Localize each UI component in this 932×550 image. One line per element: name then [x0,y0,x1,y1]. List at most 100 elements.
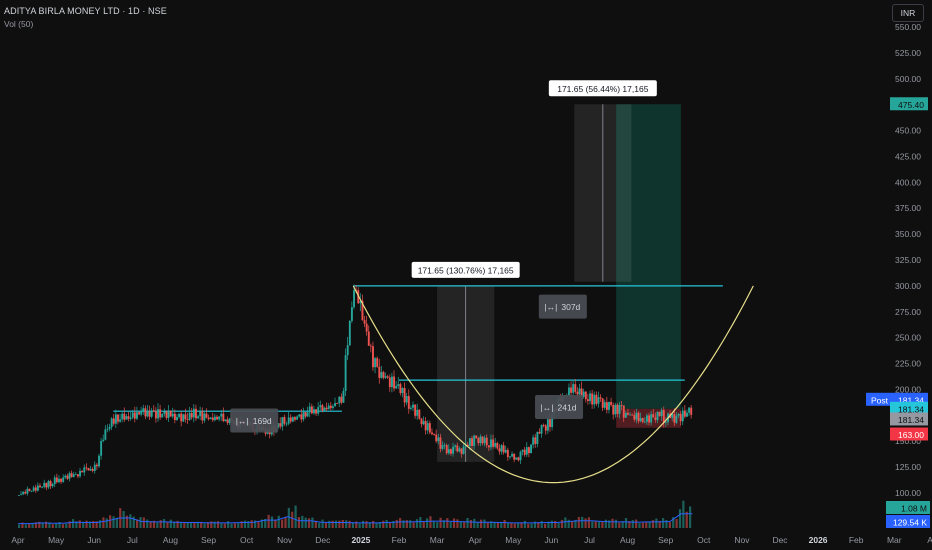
volume-bar [112,516,115,528]
candle-body [306,412,309,417]
candle-body [506,449,509,458]
candle-body [397,384,400,386]
volume-bar [517,522,520,528]
candle-body [207,417,210,420]
candle-body [589,393,592,402]
volume-bar [527,523,530,528]
candle-body [450,449,452,454]
volume-bar [388,522,392,528]
candle-body [43,482,46,487]
candle-body [28,488,31,492]
volume-bar [631,520,634,528]
candle-body [629,414,632,416]
volume-bar [557,523,560,528]
volume-bar [213,521,216,528]
candle-body [209,417,212,420]
volume-bar [139,517,142,528]
volume-bar [635,519,638,528]
candle-body [435,434,438,442]
candle-body [300,414,303,420]
candle-body [62,477,65,482]
candle-body [473,435,476,446]
x-tick-label: 2026 [809,535,828,545]
candle-body [110,418,113,427]
candle-body [119,419,122,422]
candle-body [45,482,48,488]
candle-body [171,413,174,417]
candle-body [654,417,657,421]
volume-bar [476,522,479,528]
range-icon: |↔| [236,416,249,426]
volume-bar [98,520,102,528]
candle-body [298,414,301,417]
candle-body [173,413,176,421]
volume-bar [21,522,24,528]
candle-body [138,412,141,415]
candle-body [601,398,604,408]
candle-body [294,417,296,420]
y-tick-label: 425.00 [895,151,921,161]
volume-bar [422,520,425,528]
day-count-bg [538,294,587,319]
x-tick-label: Apr [469,535,482,545]
candle-body [127,416,130,419]
price-badge-value: 181.34 [898,395,924,405]
x-tick-label: Sep [658,535,673,545]
candle-body [498,448,501,452]
volume-bar [348,520,351,528]
volume-badge-bg [886,515,930,528]
volume-bar [496,522,500,528]
measure-label: 171.65 (130.76%) 17,165 [411,261,520,278]
volume-indicator-label[interactable]: Vol (50) [4,19,34,29]
y-tick-label: 300.00 [895,281,921,291]
candle-body [530,444,532,454]
volume-bar [95,521,98,528]
y-tick-label: 375.00 [895,203,921,213]
volume-bar [247,521,250,528]
candle-body [648,415,651,423]
candle-body [68,473,71,479]
volume-bar [587,517,591,528]
candle-body [443,445,446,446]
candle-body [578,388,581,395]
candle-body [525,447,528,455]
candle-body [441,445,444,449]
price-badge: 181.34 [890,401,928,415]
candle-body [310,406,313,414]
candle-body [485,437,488,446]
candle-body [369,345,372,347]
candle-body [388,377,391,388]
currency-button[interactable]: INR [892,4,924,22]
x-tick-label: Oct [697,535,711,545]
candle-body [98,455,100,467]
candle-body [319,405,322,408]
candle-body [572,384,575,393]
volume-bar [591,521,594,528]
volume-bar [452,518,456,528]
candle-body [228,418,231,424]
volume-bar [267,514,270,528]
candle-body [136,412,138,419]
candle-body [321,405,324,411]
candle-body [363,320,366,324]
candle-body [304,412,307,417]
candle-body [458,448,461,452]
y-tick-label: 100.00 [895,488,921,498]
volume-bar [392,521,395,528]
candle-body [481,436,484,444]
candle-body [26,488,29,494]
candle-body [418,409,421,419]
volume-bar [479,519,483,528]
candle-body [509,456,511,458]
candle-body [199,411,202,417]
volume-bar [530,523,533,528]
candle-body [511,453,514,457]
volume-bar [658,520,661,528]
volume-bar [109,515,112,528]
volume-bar [44,521,48,528]
volume-bar [210,521,213,528]
x-tick-label: Jul [127,535,138,545]
candle-body [538,431,541,434]
volume-bar [544,523,547,528]
